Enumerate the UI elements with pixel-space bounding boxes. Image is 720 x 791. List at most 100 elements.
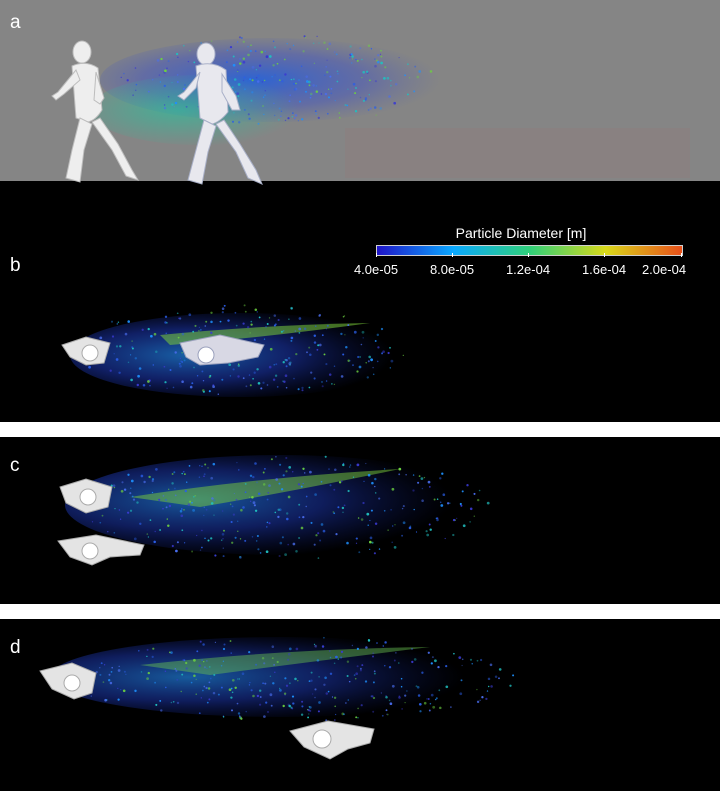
particle [299, 100, 301, 103]
particle [300, 65, 303, 68]
particle [368, 94, 370, 96]
particle [278, 554, 281, 558]
particle [135, 89, 137, 91]
particle [249, 49, 252, 53]
particle [333, 365, 336, 368]
particle [99, 521, 102, 524]
particle [268, 55, 272, 58]
particle [367, 44, 371, 47]
particle [377, 346, 380, 349]
particle [314, 688, 317, 691]
particle [426, 533, 430, 537]
particle [210, 502, 214, 505]
particle [278, 508, 282, 512]
particle [343, 713, 345, 716]
particle [227, 319, 230, 322]
particle [413, 658, 417, 661]
particle [175, 669, 178, 672]
particle [338, 112, 341, 114]
particle [184, 84, 186, 86]
particle [387, 529, 389, 531]
particle [311, 693, 314, 695]
particle [375, 59, 378, 62]
particle [328, 373, 332, 376]
particle [236, 678, 239, 680]
particle [380, 692, 383, 694]
particle [360, 518, 364, 521]
particle [179, 364, 182, 368]
particle [340, 480, 343, 483]
particle-dots [80, 455, 490, 559]
particle [263, 662, 266, 665]
walker-top-view-2 [179, 334, 265, 366]
particle [127, 320, 130, 323]
particle [210, 537, 213, 540]
particle [180, 360, 182, 362]
particle [333, 696, 337, 699]
particle [250, 44, 252, 46]
particle [291, 695, 295, 698]
particle [130, 378, 133, 382]
particle [261, 656, 265, 660]
particle [253, 504, 256, 507]
particle [359, 667, 362, 670]
particle [262, 96, 265, 98]
particle [289, 48, 292, 51]
particle [429, 702, 432, 705]
particle [232, 513, 235, 516]
particle [229, 503, 232, 505]
particle [199, 465, 201, 467]
particle [203, 514, 205, 517]
particle [369, 79, 371, 82]
particle [190, 681, 193, 684]
particle [278, 79, 281, 82]
particle [180, 514, 184, 518]
particle [292, 112, 294, 114]
particle [209, 677, 212, 680]
particle [418, 70, 422, 73]
particle [182, 87, 186, 91]
particle [174, 667, 177, 670]
particle [343, 504, 346, 507]
particle [117, 669, 121, 672]
particle [228, 688, 232, 692]
particle [176, 541, 179, 544]
particle [177, 56, 179, 58]
particle [356, 463, 360, 467]
particle [418, 475, 421, 477]
particle [275, 478, 279, 481]
particle [267, 491, 270, 494]
particle [184, 489, 187, 493]
colorbar-tick [376, 253, 377, 257]
particle [204, 325, 207, 327]
particle [360, 704, 363, 707]
particle [434, 698, 437, 701]
particle [256, 481, 258, 484]
particle [242, 79, 245, 82]
particle [426, 698, 428, 700]
particle [88, 365, 91, 369]
particle [361, 76, 363, 79]
particle [288, 100, 291, 103]
particle [309, 96, 312, 99]
particle [478, 489, 481, 492]
particle [272, 682, 275, 685]
particle [437, 665, 440, 669]
particle [285, 684, 289, 687]
particle [250, 320, 253, 323]
particle [259, 552, 262, 554]
particle-streak-green [130, 469, 400, 507]
particle [243, 76, 246, 79]
particle [321, 334, 324, 337]
particle [393, 546, 397, 549]
particle [223, 643, 226, 646]
particle [154, 530, 156, 533]
particle [171, 81, 173, 84]
particle [159, 529, 162, 531]
particle [201, 370, 204, 373]
particle [377, 60, 380, 64]
particle [280, 115, 282, 118]
particle [509, 684, 512, 687]
particle [282, 704, 285, 708]
particle [108, 679, 111, 682]
